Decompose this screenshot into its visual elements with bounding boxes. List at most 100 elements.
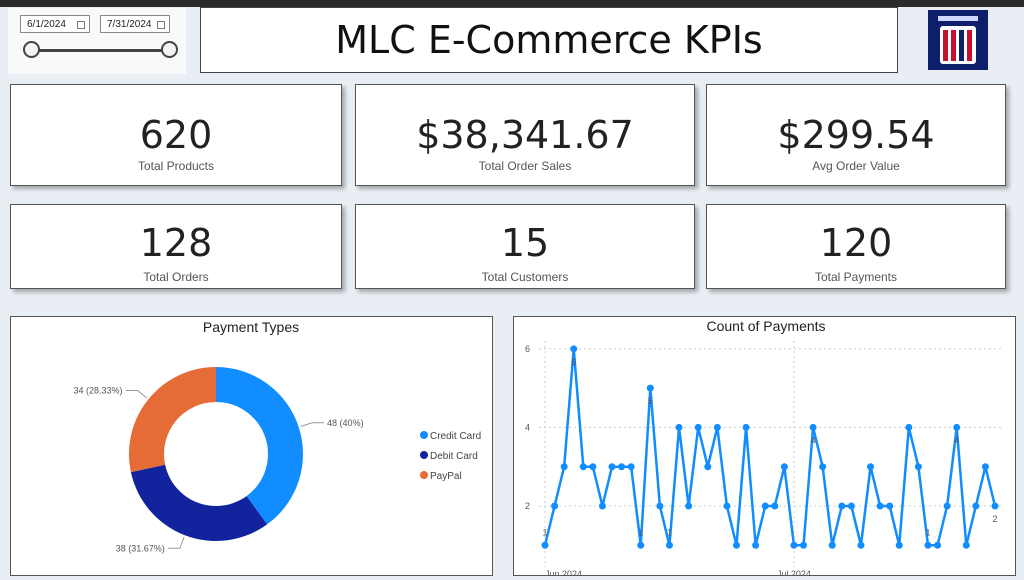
point	[560, 463, 568, 471]
point	[886, 502, 894, 510]
kpi-label: Total Products	[137, 159, 215, 173]
donut-panel: Payment Types 48 (40%) 38 (31.67%) 34 (28.3…	[10, 316, 493, 576]
point	[924, 541, 932, 549]
point	[771, 502, 779, 510]
legend-label: PayPal	[430, 471, 462, 482]
kpi-value: $38,341.67	[416, 113, 634, 157]
kpi-card: 15 Total Customers	[355, 204, 695, 289]
point	[780, 463, 788, 471]
kpi-value: 620	[139, 113, 213, 157]
point	[857, 541, 865, 549]
point	[598, 502, 606, 510]
point	[876, 502, 884, 510]
point	[551, 502, 559, 510]
slider-track	[32, 49, 170, 52]
point	[905, 423, 913, 431]
date-slicer[interactable]: 6/1/2024 7/31/2024	[8, 8, 186, 74]
x-tick-label: Jun 2024	[545, 569, 582, 575]
leader-line	[167, 536, 185, 549]
point	[618, 463, 626, 471]
logo	[928, 10, 988, 70]
point	[895, 541, 903, 549]
point	[685, 502, 693, 510]
point	[665, 541, 673, 549]
kpi-value: 120	[819, 221, 893, 265]
point	[732, 541, 740, 549]
point	[637, 541, 645, 549]
data-label: 1	[542, 527, 547, 537]
kpi-card: 620 Total Products	[10, 84, 342, 186]
point	[541, 541, 549, 549]
y-tick-label: 6	[525, 344, 530, 354]
chart-title: Payment Types	[203, 319, 299, 335]
point	[723, 502, 731, 510]
legend-marker	[420, 431, 428, 439]
donut-slice	[216, 367, 304, 525]
y-tick-label: 4	[525, 422, 530, 432]
point	[713, 423, 721, 431]
legend-label: Credit Card	[430, 431, 481, 442]
slider-end[interactable]	[161, 41, 178, 58]
kpi-label: Total Payments	[814, 270, 898, 284]
data-label: 4	[954, 435, 959, 445]
slider-start[interactable]	[23, 41, 40, 58]
donut-slice	[129, 367, 216, 473]
point	[790, 541, 798, 549]
point	[991, 502, 999, 510]
kpi-card: $299.54 Avg Order Value	[706, 84, 1006, 186]
point	[589, 463, 597, 471]
point	[819, 463, 827, 471]
point	[579, 463, 587, 471]
point	[656, 502, 664, 510]
data-label: 48 (40%)	[327, 418, 364, 428]
point	[943, 502, 951, 510]
point	[742, 423, 750, 431]
legend-marker	[420, 471, 428, 479]
line-panel: Count of Payments 2 4 6 Jun 2024 Jul 2024 1 6 1 5…	[513, 316, 1016, 579]
point	[838, 502, 846, 510]
data-label: 34 (28.33%)	[73, 385, 122, 395]
point	[847, 502, 855, 510]
point	[704, 463, 712, 471]
donut-slice	[130, 464, 268, 541]
point	[675, 423, 683, 431]
x-tick-label: Jul 2024	[777, 569, 811, 575]
point	[608, 463, 616, 471]
start-date[interactable]: 6/1/2024	[20, 15, 90, 33]
data-label: 6	[571, 357, 576, 367]
point	[646, 384, 654, 392]
point	[809, 423, 817, 431]
window-bar	[0, 0, 1024, 7]
data-label: 1	[925, 527, 930, 537]
legend-marker	[420, 451, 428, 459]
kpi-label: Total Customers	[481, 270, 569, 284]
data-label: 1	[638, 527, 643, 537]
data-label: 4	[811, 435, 816, 445]
point	[867, 463, 875, 471]
end-date[interactable]: 7/31/2024	[100, 15, 170, 33]
kpi-card: 120 Total Payments	[706, 204, 1006, 289]
donut-chart: Payment Types 48 (40%) 38 (31.67%) 34 (28.3…	[73, 319, 481, 553]
point	[972, 502, 980, 510]
point	[981, 463, 989, 471]
point	[934, 541, 942, 549]
kpi-card: $38,341.67 Total Order Sales	[355, 84, 695, 186]
kpi-value: 15	[500, 221, 550, 265]
point	[828, 541, 836, 549]
data-label: 1	[667, 527, 672, 537]
kpi-label: Total Orders	[143, 270, 209, 284]
data-label: 38 (31.67%)	[116, 543, 165, 553]
point	[761, 502, 769, 510]
point	[570, 345, 578, 353]
leader-line	[125, 389, 148, 399]
point	[752, 541, 760, 549]
dashboard-title: MLC E-Commerce KPIs	[200, 7, 898, 73]
kpi-value: 128	[139, 221, 213, 265]
leader-line	[300, 422, 325, 427]
point	[962, 541, 970, 549]
legend-label: Debit Card	[430, 451, 478, 462]
data-label: 2	[992, 514, 997, 524]
point	[800, 541, 808, 549]
line	[543, 348, 997, 547]
point	[694, 423, 702, 431]
